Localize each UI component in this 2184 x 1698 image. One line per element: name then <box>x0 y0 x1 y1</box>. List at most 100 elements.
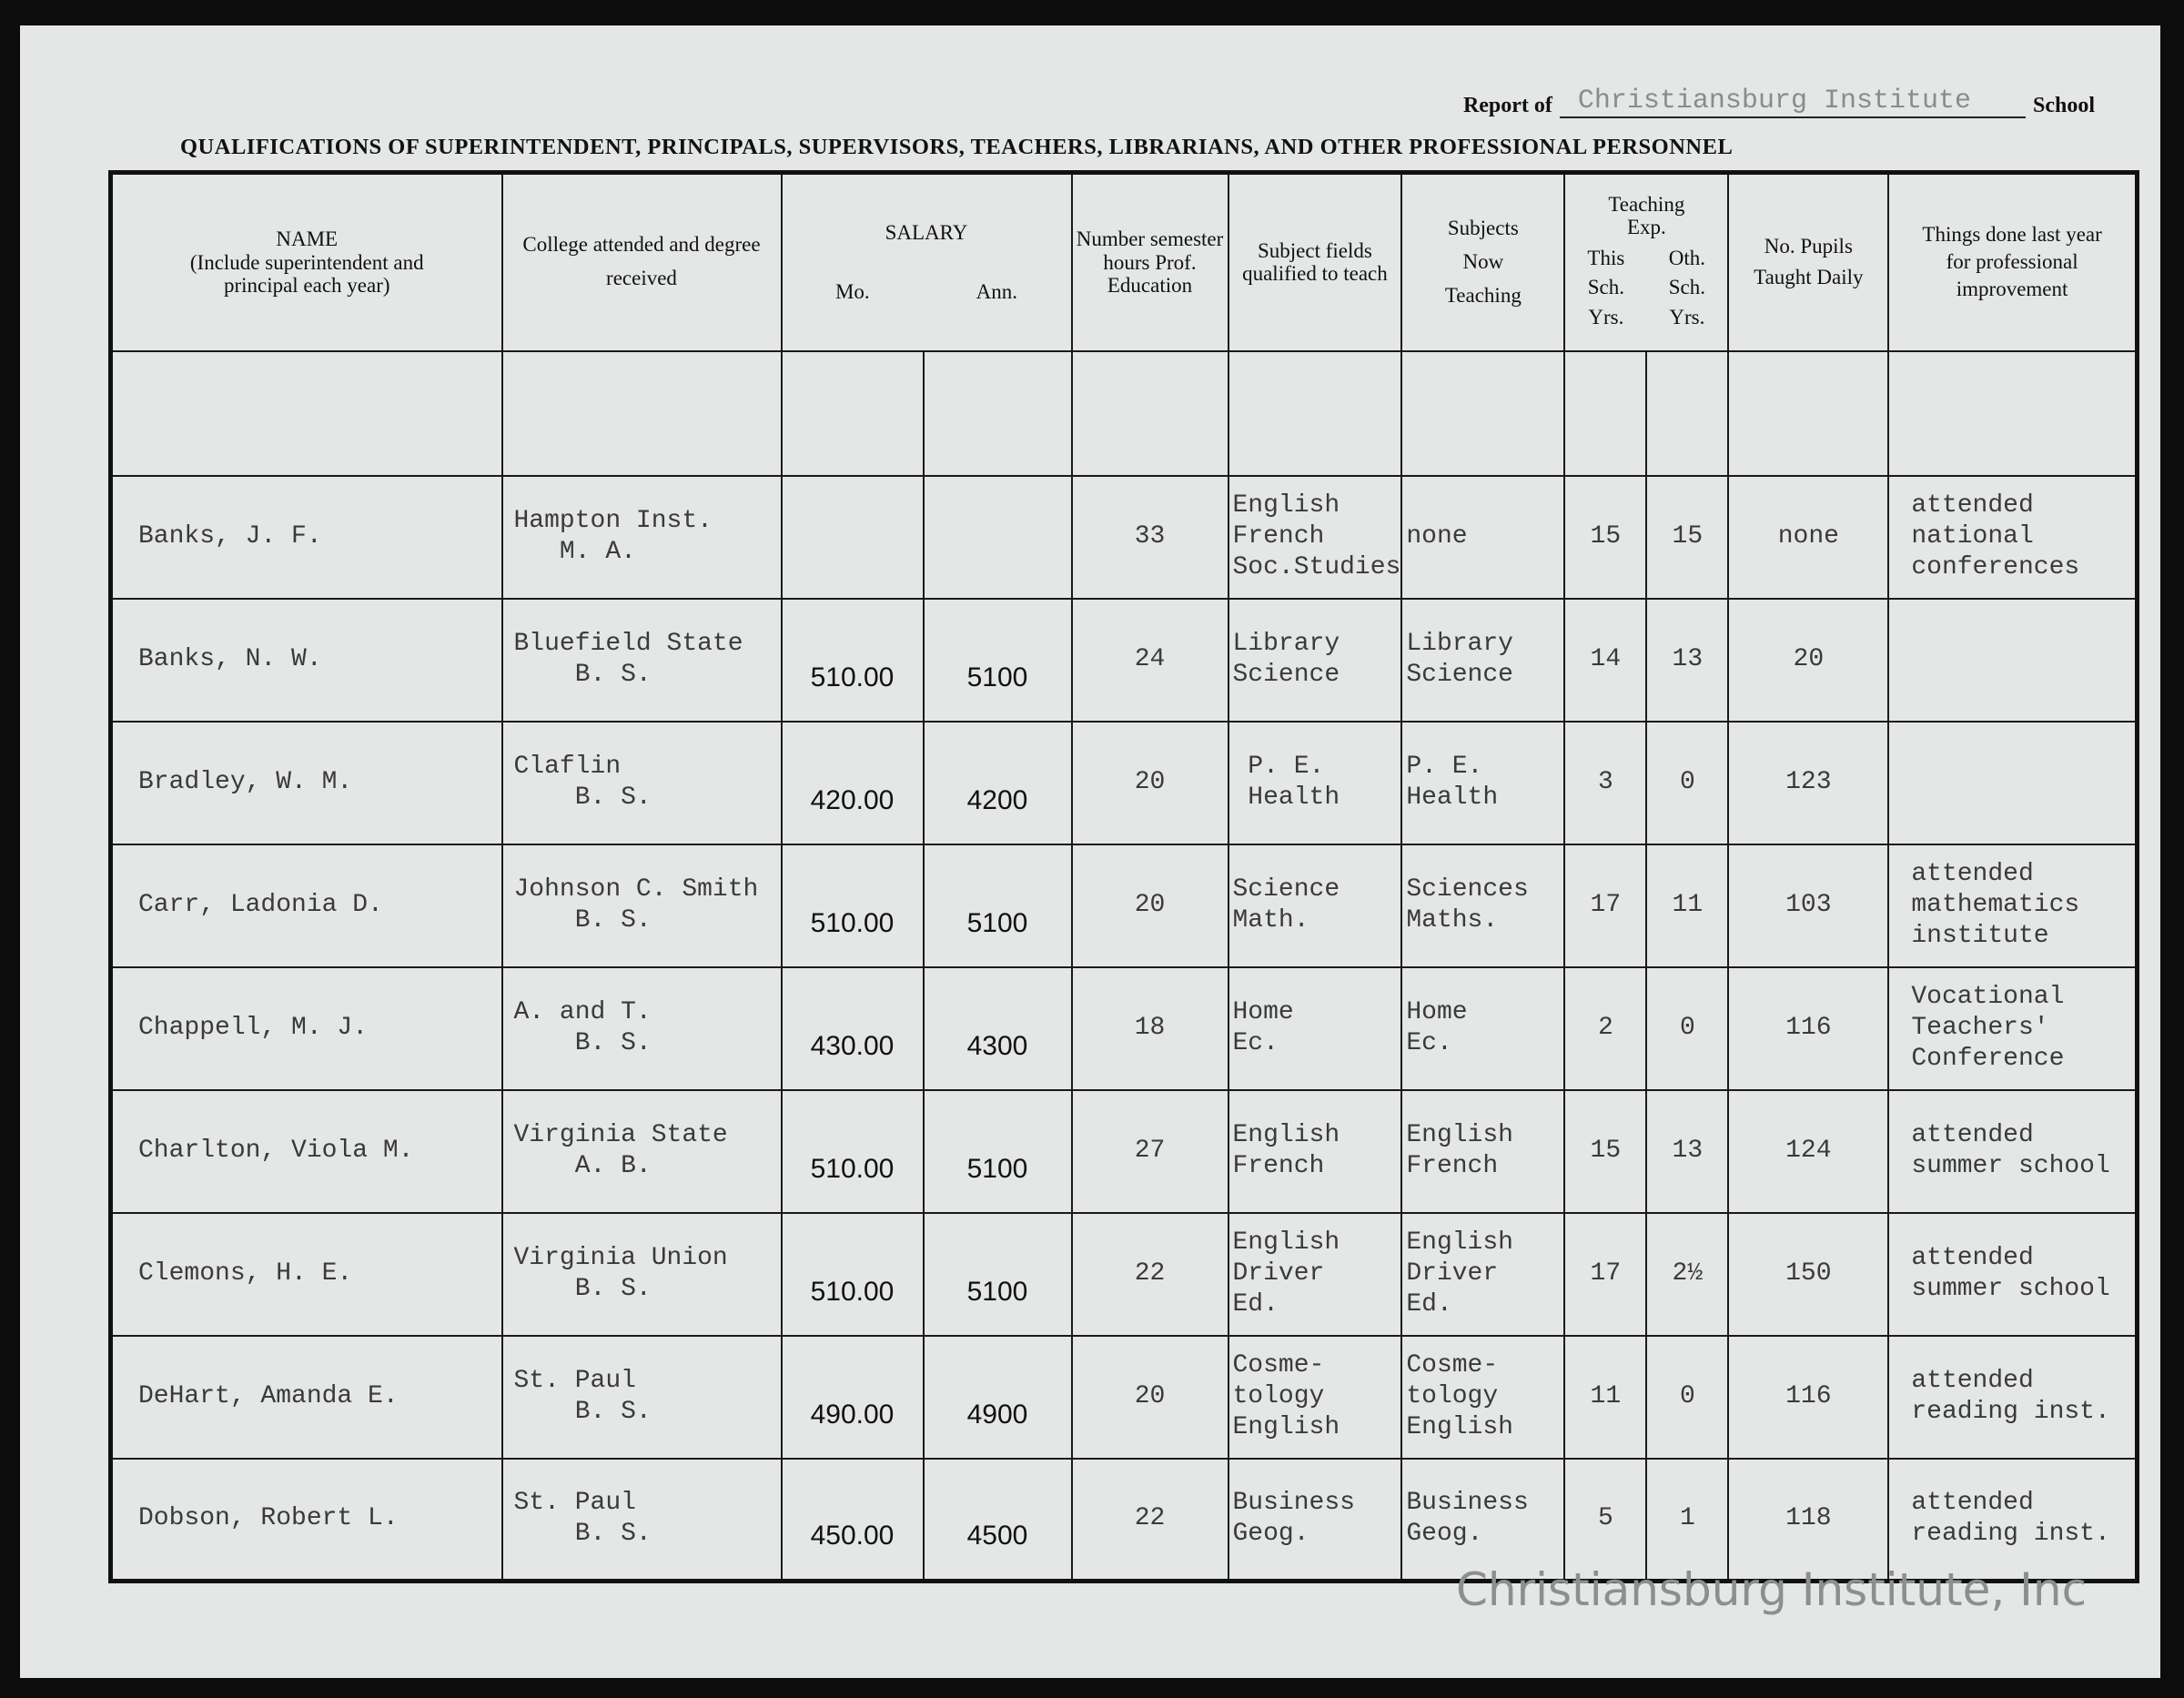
exp-other-schools: 2½ <box>1645 1211 1730 1337</box>
subjects-teaching: P. E. Health <box>1400 720 1566 845</box>
teacher-name: Chappell, M. J. <box>109 965 503 1091</box>
exp-other-schools: 0 <box>1645 720 1730 845</box>
teacher-name: Bradley, W. M. <box>109 720 503 845</box>
col-college: College attended and degree received <box>500 171 783 352</box>
pupils-daily: 116 <box>1727 965 1890 1091</box>
col-name-note: (Include superintendent and principal ea… <box>189 250 424 297</box>
college-degree: Johnson C. Smith B. S. <box>500 843 783 968</box>
exp-other-schools: 0 <box>1645 1334 1730 1460</box>
school-name: Christiansburg Institute <box>1559 86 2026 118</box>
header-row: NAME (Include superintendent and principa… <box>109 171 2138 352</box>
subjects-teaching: English French <box>1400 1088 1566 1214</box>
table-row: Chappell, M. J. A. and T. B. S. 430.00 4300… <box>109 965 2138 1091</box>
table-row: Dobson, Robert L. St. Paul B. S. 450.00 450… <box>109 1457 2138 1582</box>
monthly-salary: 510.00 <box>780 1211 925 1337</box>
subjects-teaching: Sciences Maths. <box>1400 843 1566 968</box>
table-row: Charlton, Viola M. Virginia State A. B. 51… <box>109 1088 2138 1214</box>
col-name-label: NAME <box>276 227 339 251</box>
teacher-name: Charlton, Viola M. <box>109 1088 503 1214</box>
subjects-qualified: Business Geog. <box>1227 1457 1403 1582</box>
exp-other-schools: 13 <box>1645 597 1730 723</box>
semester-hours: 33 <box>1070 474 1229 600</box>
professional-improvement: attended mathematics institute <box>1887 843 2138 968</box>
teacher-name: Clemons, H. E. <box>109 1211 503 1337</box>
col-exp-label: Teaching Exp. <box>1608 192 1685 238</box>
subjects-qualified: English Driver Ed. <box>1227 1211 1403 1337</box>
professional-improvement <box>1887 720 2138 845</box>
pupils-daily: 118 <box>1727 1457 1890 1582</box>
pupils-daily: 103 <box>1727 843 1890 968</box>
table-row: DeHart, Amanda E. St. Paul B. S. 490.00 490… <box>109 1334 2138 1460</box>
exp-other-schools: 15 <box>1645 474 1730 600</box>
monthly-salary: 510.00 <box>780 1088 925 1214</box>
pupils-daily: 116 <box>1727 1334 1890 1460</box>
exp-this-school: 15 <box>1563 1088 1648 1214</box>
semester-hours: 22 <box>1070 1211 1229 1337</box>
col-teaching-label: Subjects Now Teaching <box>1444 217 1522 307</box>
teacher-name: Dobson, Robert L. <box>109 1457 503 1582</box>
exp-this-school: 14 <box>1563 597 1648 723</box>
college-degree: A. and T. B. S. <box>500 965 783 1091</box>
exp-this-school: 17 <box>1563 843 1648 968</box>
report-of-label: Report of <box>1462 94 1552 117</box>
watermark: Christiansburg Institute, Inc <box>1456 1563 2088 1616</box>
exp-this-school: 3 <box>1563 720 1648 845</box>
subjects-teaching: English Driver Ed. <box>1400 1211 1566 1337</box>
blank-row <box>109 349 2138 477</box>
exp-this-school: 11 <box>1563 1334 1648 1460</box>
annual-salary <box>922 474 1073 600</box>
college-degree: Virginia Union B. S. <box>500 1211 783 1337</box>
form-title: QUALIFICATIONS OF SUPERINTENDENT, PRINCI… <box>180 135 1734 159</box>
exp-other-schools: 0 <box>1645 965 1730 1091</box>
col-improvement: Things done last year for professional i… <box>1887 171 2138 352</box>
col-exp: Teaching Exp. This Sch. Yrs. Oth. Sch. Yrs… <box>1563 171 1730 352</box>
annual-salary: 4300 <box>922 965 1073 1091</box>
subjects-teaching: Cosme- tology English <box>1400 1334 1566 1460</box>
col-salary-ann: Ann. <box>976 280 1017 304</box>
subjects-qualified: P. E. Health <box>1227 720 1403 845</box>
annual-salary: 4200 <box>922 720 1073 845</box>
exp-this-school: 2 <box>1563 965 1648 1091</box>
table-row: Bradley, W. M. Claflin B. S. 420.00 4200 20 … <box>109 720 2138 845</box>
college-degree: St. Paul B. S. <box>500 1457 783 1582</box>
college-degree: Hampton Inst. M. A. <box>500 474 783 600</box>
personnel-table: NAME (Include superintendent and principa… <box>108 170 2139 1583</box>
annual-salary: 4900 <box>922 1334 1073 1460</box>
table-row: Banks, J. F. Hampton Inst. M. A. 33 English… <box>109 474 2138 600</box>
col-name: NAME (Include superintendent and principa… <box>109 171 503 352</box>
annual-salary: 5100 <box>922 597 1073 723</box>
professional-improvement: attended summer school <box>1887 1088 2138 1214</box>
monthly-salary: 510.00 <box>780 597 925 723</box>
monthly-salary: 490.00 <box>780 1334 925 1460</box>
college-degree: St. Paul B. S. <box>500 1334 783 1460</box>
school-label: School <box>2032 94 2095 117</box>
pupils-daily: none <box>1727 474 1890 600</box>
col-qualified: Subject fields qualified to teach <box>1227 171 1403 352</box>
monthly-salary: 430.00 <box>780 965 925 1091</box>
college-degree: Claflin B. S. <box>500 720 783 845</box>
professional-improvement: attended national conferences <box>1887 474 2138 600</box>
subjects-qualified: Cosme- tology English <box>1227 1334 1403 1460</box>
professional-improvement: Vocational Teachers' Conference <box>1887 965 2138 1091</box>
exp-this-school: 15 <box>1563 474 1648 600</box>
table-row: Carr, Ladonia D. Johnson C. Smith B. S. 51… <box>109 843 2138 968</box>
col-college-label: College attended and degree received <box>522 233 761 290</box>
college-degree: Bluefield State B. S. <box>500 597 783 723</box>
exp-this-school: 17 <box>1563 1211 1648 1337</box>
col-salary: SALARY Mo. Ann. <box>780 171 1073 352</box>
annual-salary: 5100 <box>922 1088 1073 1214</box>
col-exp-oth: Oth. Sch. Yrs. <box>1668 247 1705 328</box>
professional-improvement <box>1887 597 2138 723</box>
subjects-qualified: English French <box>1227 1088 1403 1214</box>
exp-this-school: 5 <box>1563 1457 1648 1582</box>
col-teaching: Subjects Now Teaching <box>1400 171 1566 352</box>
col-salary-label: SALARY <box>885 220 968 244</box>
pupils-daily: 123 <box>1727 720 1890 845</box>
semester-hours: 22 <box>1070 1457 1229 1582</box>
subjects-qualified: English French Soc.Studies <box>1227 474 1403 600</box>
col-pupils: No. Pupils Taught Daily <box>1727 171 1890 352</box>
exp-other-schools: 13 <box>1645 1088 1730 1214</box>
semester-hours: 20 <box>1070 720 1229 845</box>
monthly-salary: 510.00 <box>780 843 925 968</box>
semester-hours: 27 <box>1070 1088 1229 1214</box>
